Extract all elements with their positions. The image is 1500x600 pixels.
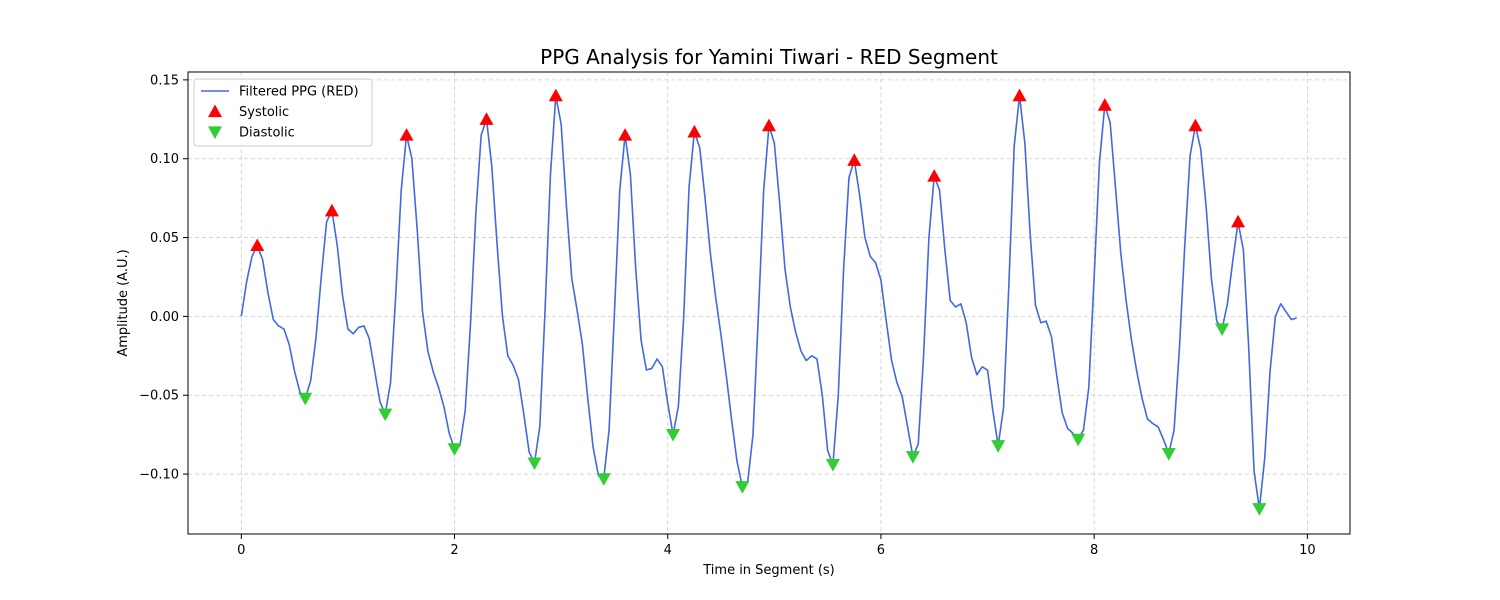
diastolic-trough-marker bbox=[735, 481, 750, 494]
y-tick-label: 0.15 bbox=[150, 73, 179, 88]
systolic-peak-marker bbox=[1188, 118, 1203, 132]
legend-entry-label: Systolic bbox=[239, 105, 289, 120]
diastolic-trough-marker bbox=[1161, 447, 1176, 461]
x-axis-label: Time in Segment (s) bbox=[702, 563, 834, 578]
diastolic-trough-marker bbox=[1071, 433, 1086, 447]
x-axis: 0 2 4 6 8 10 bbox=[237, 534, 1316, 558]
x-tick-label: 4 bbox=[664, 543, 672, 558]
systolic-peak-marker bbox=[479, 112, 494, 125]
legend-diastolic-swatch bbox=[208, 126, 222, 139]
plot-frame bbox=[187, 71, 1351, 535]
diastolic-trough-marker bbox=[298, 392, 313, 406]
systolic-peak-marker bbox=[1097, 98, 1112, 111]
chart-title: PPG Analysis for Yamini Tiwari - RED Seg… bbox=[540, 45, 998, 69]
y-tick-label: 0.05 bbox=[150, 231, 179, 246]
legend-entry-label: Filtered PPG (RED) bbox=[239, 85, 359, 100]
systolic-peak-marker bbox=[250, 238, 265, 252]
y-axis: −0.10 −0.05 0.00 0.05 0.10 0.15 bbox=[139, 73, 188, 483]
legend-entry-label: Diastolic bbox=[239, 126, 295, 141]
grid-lines bbox=[188, 72, 1350, 534]
x-tick-label: 2 bbox=[450, 543, 458, 558]
x-tick-label: 6 bbox=[877, 543, 885, 558]
systolic-peak-marker bbox=[1231, 214, 1246, 228]
diastolic-trough-marker bbox=[1215, 323, 1230, 337]
x-tick-label: 8 bbox=[1090, 543, 1098, 558]
systolic-peak-marker bbox=[618, 128, 633, 141]
diastolic-trough-marker bbox=[825, 459, 840, 472]
systolic-peak-marker bbox=[324, 203, 339, 217]
diastolic-trough-marker bbox=[991, 440, 1006, 453]
legend-box bbox=[193, 78, 373, 147]
systolic-peak-marker bbox=[762, 118, 776, 132]
y-tick-label: 0.10 bbox=[150, 152, 179, 167]
diastolic-trough-marker bbox=[378, 408, 393, 422]
diastolic-trough-marker bbox=[905, 451, 920, 464]
diastolic-trough-marker bbox=[596, 473, 611, 486]
plot-area bbox=[240, 88, 1297, 516]
diastolic-trough-marker bbox=[527, 457, 542, 471]
y-tick-label: −0.05 bbox=[139, 389, 179, 404]
systolic-peak-marker bbox=[687, 124, 702, 138]
systolic-peak-marker bbox=[847, 153, 862, 166]
legend-systolic-swatch bbox=[208, 104, 222, 118]
systolic-peak-marker bbox=[548, 88, 563, 102]
y-tick-label: 0.00 bbox=[150, 310, 179, 325]
diastolic-trough-marker bbox=[666, 429, 681, 442]
systolic-peak-marker bbox=[927, 169, 942, 182]
y-axis-label: Amplitude (A.U.) bbox=[116, 249, 131, 356]
diastolic-trough-marker bbox=[1252, 503, 1267, 516]
x-tick-label: 0 bbox=[237, 543, 245, 558]
diastolic-trough-marker bbox=[447, 443, 462, 456]
systolic-peak-marker bbox=[399, 128, 414, 141]
x-tick-label: 10 bbox=[1299, 543, 1316, 558]
systolic-peak-marker bbox=[1012, 88, 1027, 102]
legend: Filtered PPG (RED) Systolic Diastolic bbox=[193, 78, 373, 147]
y-tick-label: −0.10 bbox=[139, 468, 179, 483]
